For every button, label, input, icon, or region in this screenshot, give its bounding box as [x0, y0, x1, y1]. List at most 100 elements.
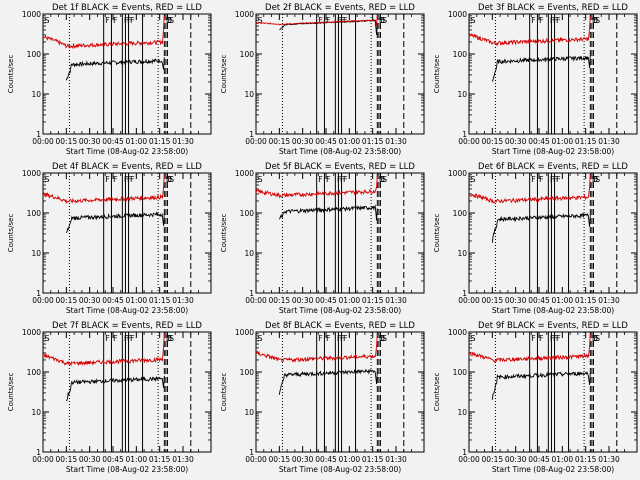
- x-axis-label: Start Time (08-Aug-02 23:58:00): [66, 306, 188, 315]
- chart-title: Det 9f BLACK = Events, RED = LLD: [478, 321, 628, 331]
- y-tick-label: 1000: [235, 328, 254, 337]
- x-tick-label: 01:00: [126, 296, 148, 305]
- x-tick-label: 01:00: [339, 455, 361, 464]
- event-marker-label: F: [340, 16, 345, 25]
- event-marker-label: F: [531, 334, 536, 343]
- x-tick-label: 00:15: [482, 296, 504, 305]
- event-marker-label: F: [550, 334, 555, 343]
- series-line-lld: [468, 15, 591, 47]
- event-marker-label: F: [343, 16, 348, 25]
- y-tick-label: 1: [36, 130, 41, 139]
- series-line-lld: [42, 333, 165, 367]
- y-tick-label: 10: [244, 249, 254, 258]
- event-marker-label: F: [553, 175, 558, 184]
- x-tick-label: 01:00: [339, 137, 361, 146]
- x-axis-label: Start Time (08-Aug-02 23:58:00): [279, 306, 401, 315]
- y-tick-label: 100: [453, 50, 468, 59]
- x-tick-label: 01:00: [126, 455, 148, 464]
- chart-panel-4: Det 4f BLACK = Events, RED = LLD 1 10 100 10…: [7, 162, 212, 315]
- y-tick-label: 1: [36, 289, 41, 298]
- event-marker-label: F: [553, 16, 558, 25]
- event-marker-label: D: [166, 16, 172, 25]
- y-tick-label: 10: [31, 408, 41, 417]
- series-line-events: [278, 368, 378, 395]
- event-marker-label: F: [113, 16, 118, 25]
- chart-title: Det 8f BLACK = Events, RED = LLD: [265, 321, 415, 331]
- event-marker-label: F: [130, 334, 135, 343]
- event-marker-label: F: [539, 334, 544, 343]
- chart-title: Det 2f BLACK = Events, RED = LLD: [265, 3, 415, 13]
- x-tick-label: 01:00: [339, 296, 361, 305]
- chart-title: Det 1f BLACK = Events, RED = LLD: [52, 3, 202, 13]
- series-line-events: [65, 57, 165, 81]
- x-tick-label: 00:30: [505, 137, 527, 146]
- event-marker-label: F: [337, 16, 342, 25]
- event-marker-label: F: [124, 16, 129, 25]
- event-marker-label: F: [550, 16, 555, 25]
- y-tick-label: 10: [31, 249, 41, 258]
- x-tick-label: 01:15: [149, 455, 171, 464]
- event-marker-label: F: [127, 175, 132, 184]
- x-tick-label: 01:00: [552, 296, 574, 305]
- chart-panel-6: Det 6f BLACK = Events, RED = LLD 1 10 100 10…: [433, 162, 638, 315]
- x-tick-label: 01:15: [575, 137, 597, 146]
- event-marker-label: D: [379, 334, 385, 343]
- event-marker-label: F: [113, 175, 118, 184]
- y-tick-label: 1: [249, 130, 254, 139]
- y-tick-label: 100: [27, 50, 42, 59]
- x-tick-label: 00:45: [102, 455, 124, 464]
- y-tick-label: 1000: [235, 169, 254, 178]
- x-tick-label: 00:30: [292, 455, 314, 464]
- series-line-events: [278, 204, 378, 221]
- y-axis-label: Counts/sec: [220, 214, 228, 253]
- series-line-lld: [255, 174, 378, 199]
- plot-frame: [255, 331, 425, 453]
- x-tick-label: 01:15: [149, 137, 171, 146]
- y-axis-label: Counts/sec: [220, 55, 228, 94]
- y-tick-label: 1: [249, 289, 254, 298]
- x-tick-label: 00:00: [32, 296, 54, 305]
- chart-panel-9: Det 9f BLACK = Events, RED = LLD 1 10 100 10…: [433, 321, 638, 474]
- y-tick-label: 1000: [235, 10, 254, 19]
- x-tick-label: 00:00: [458, 455, 480, 464]
- x-tick-label: 01:30: [172, 296, 194, 305]
- event-marker-label: E: [380, 175, 385, 184]
- y-axis-label: Counts/sec: [433, 55, 441, 94]
- series-line-events: [491, 370, 591, 400]
- event-marker-label: F: [337, 334, 342, 343]
- x-tick-label: 00:00: [245, 137, 267, 146]
- x-tick-label: 00:15: [269, 296, 291, 305]
- chart-panel-2: Det 2f BLACK = Events, RED = LLD 1 10 100 10…: [220, 3, 425, 156]
- event-marker-label: D: [592, 175, 598, 184]
- x-tick-label: 00:00: [245, 455, 267, 464]
- event-marker-label: F: [127, 334, 132, 343]
- event-marker-label: F: [550, 175, 555, 184]
- x-tick-label: 00:45: [102, 296, 124, 305]
- x-tick-label: 01:00: [552, 455, 574, 464]
- event-marker-label: F: [531, 175, 536, 184]
- event-marker-label: F: [326, 175, 331, 184]
- x-tick-label: 00:15: [269, 455, 291, 464]
- x-tick-label: 00:45: [528, 137, 550, 146]
- y-tick-label: 1000: [22, 328, 41, 337]
- event-marker-label: D: [379, 175, 385, 184]
- series-line-events: [66, 375, 165, 402]
- event-marker-label: E: [593, 334, 598, 343]
- x-tick-label: 00:00: [245, 296, 267, 305]
- x-tick-label: 00:30: [79, 296, 101, 305]
- chart-title: Det 6f BLACK = Events, RED = LLD: [478, 162, 628, 172]
- y-tick-label: 100: [27, 209, 42, 218]
- x-tick-label: 01:30: [172, 455, 194, 464]
- event-marker-label: E: [380, 16, 385, 25]
- chart-title: Det 4f BLACK = Events, RED = LLD: [52, 162, 202, 172]
- y-axis-label: Counts/sec: [7, 214, 15, 253]
- series-line-lld: [468, 333, 591, 363]
- x-tick-label: 00:00: [458, 296, 480, 305]
- event-marker-label: F: [130, 175, 135, 184]
- event-marker-label: F: [127, 16, 132, 25]
- event-marker-label: D: [379, 16, 385, 25]
- plot-frame: [42, 13, 212, 135]
- y-tick-label: 10: [244, 408, 254, 417]
- x-axis-label: Start Time (08-Aug-02 23:58:00): [492, 465, 614, 474]
- event-marker-label: S: [471, 16, 476, 25]
